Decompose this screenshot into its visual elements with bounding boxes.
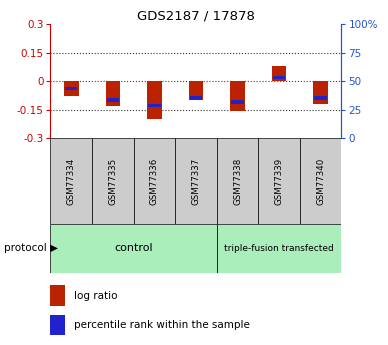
Text: GSM77336: GSM77336	[150, 158, 159, 205]
Bar	[50, 285, 65, 306]
Bar	[300, 138, 341, 224]
Bar	[64, 81, 78, 96]
Text: GSM77340: GSM77340	[316, 158, 325, 205]
Bar	[314, 81, 328, 104]
Text: control: control	[114, 244, 153, 253]
Text: log ratio: log ratio	[74, 290, 117, 300]
Bar	[190, 97, 202, 100]
Bar	[50, 315, 65, 335]
Bar	[189, 81, 203, 100]
Text: percentile rank within the sample: percentile rank within the sample	[74, 320, 249, 330]
Bar	[273, 76, 285, 79]
Text: protocol ▶: protocol ▶	[4, 244, 58, 253]
Text: GSM77339: GSM77339	[275, 158, 284, 205]
Bar	[92, 138, 133, 224]
Bar	[217, 138, 258, 224]
Bar	[258, 138, 300, 224]
Bar	[230, 81, 245, 111]
Bar	[231, 100, 244, 104]
Text: triple-fusion transfected: triple-fusion transfected	[224, 244, 334, 253]
Text: GSM77335: GSM77335	[108, 158, 117, 205]
Bar	[50, 138, 92, 224]
Bar	[148, 104, 161, 107]
Text: GSM77338: GSM77338	[233, 158, 242, 205]
Text: GSM77334: GSM77334	[67, 158, 76, 205]
Bar	[107, 98, 119, 102]
Title: GDS2187 / 17878: GDS2187 / 17878	[137, 10, 255, 23]
Bar	[272, 66, 286, 81]
Bar	[65, 87, 78, 90]
Bar	[175, 138, 217, 224]
Bar	[50, 224, 217, 273]
Bar	[133, 138, 175, 224]
Bar	[106, 81, 120, 106]
Text: GSM77337: GSM77337	[191, 158, 201, 205]
Bar	[217, 224, 341, 273]
Bar	[147, 81, 162, 119]
Bar	[314, 97, 327, 100]
